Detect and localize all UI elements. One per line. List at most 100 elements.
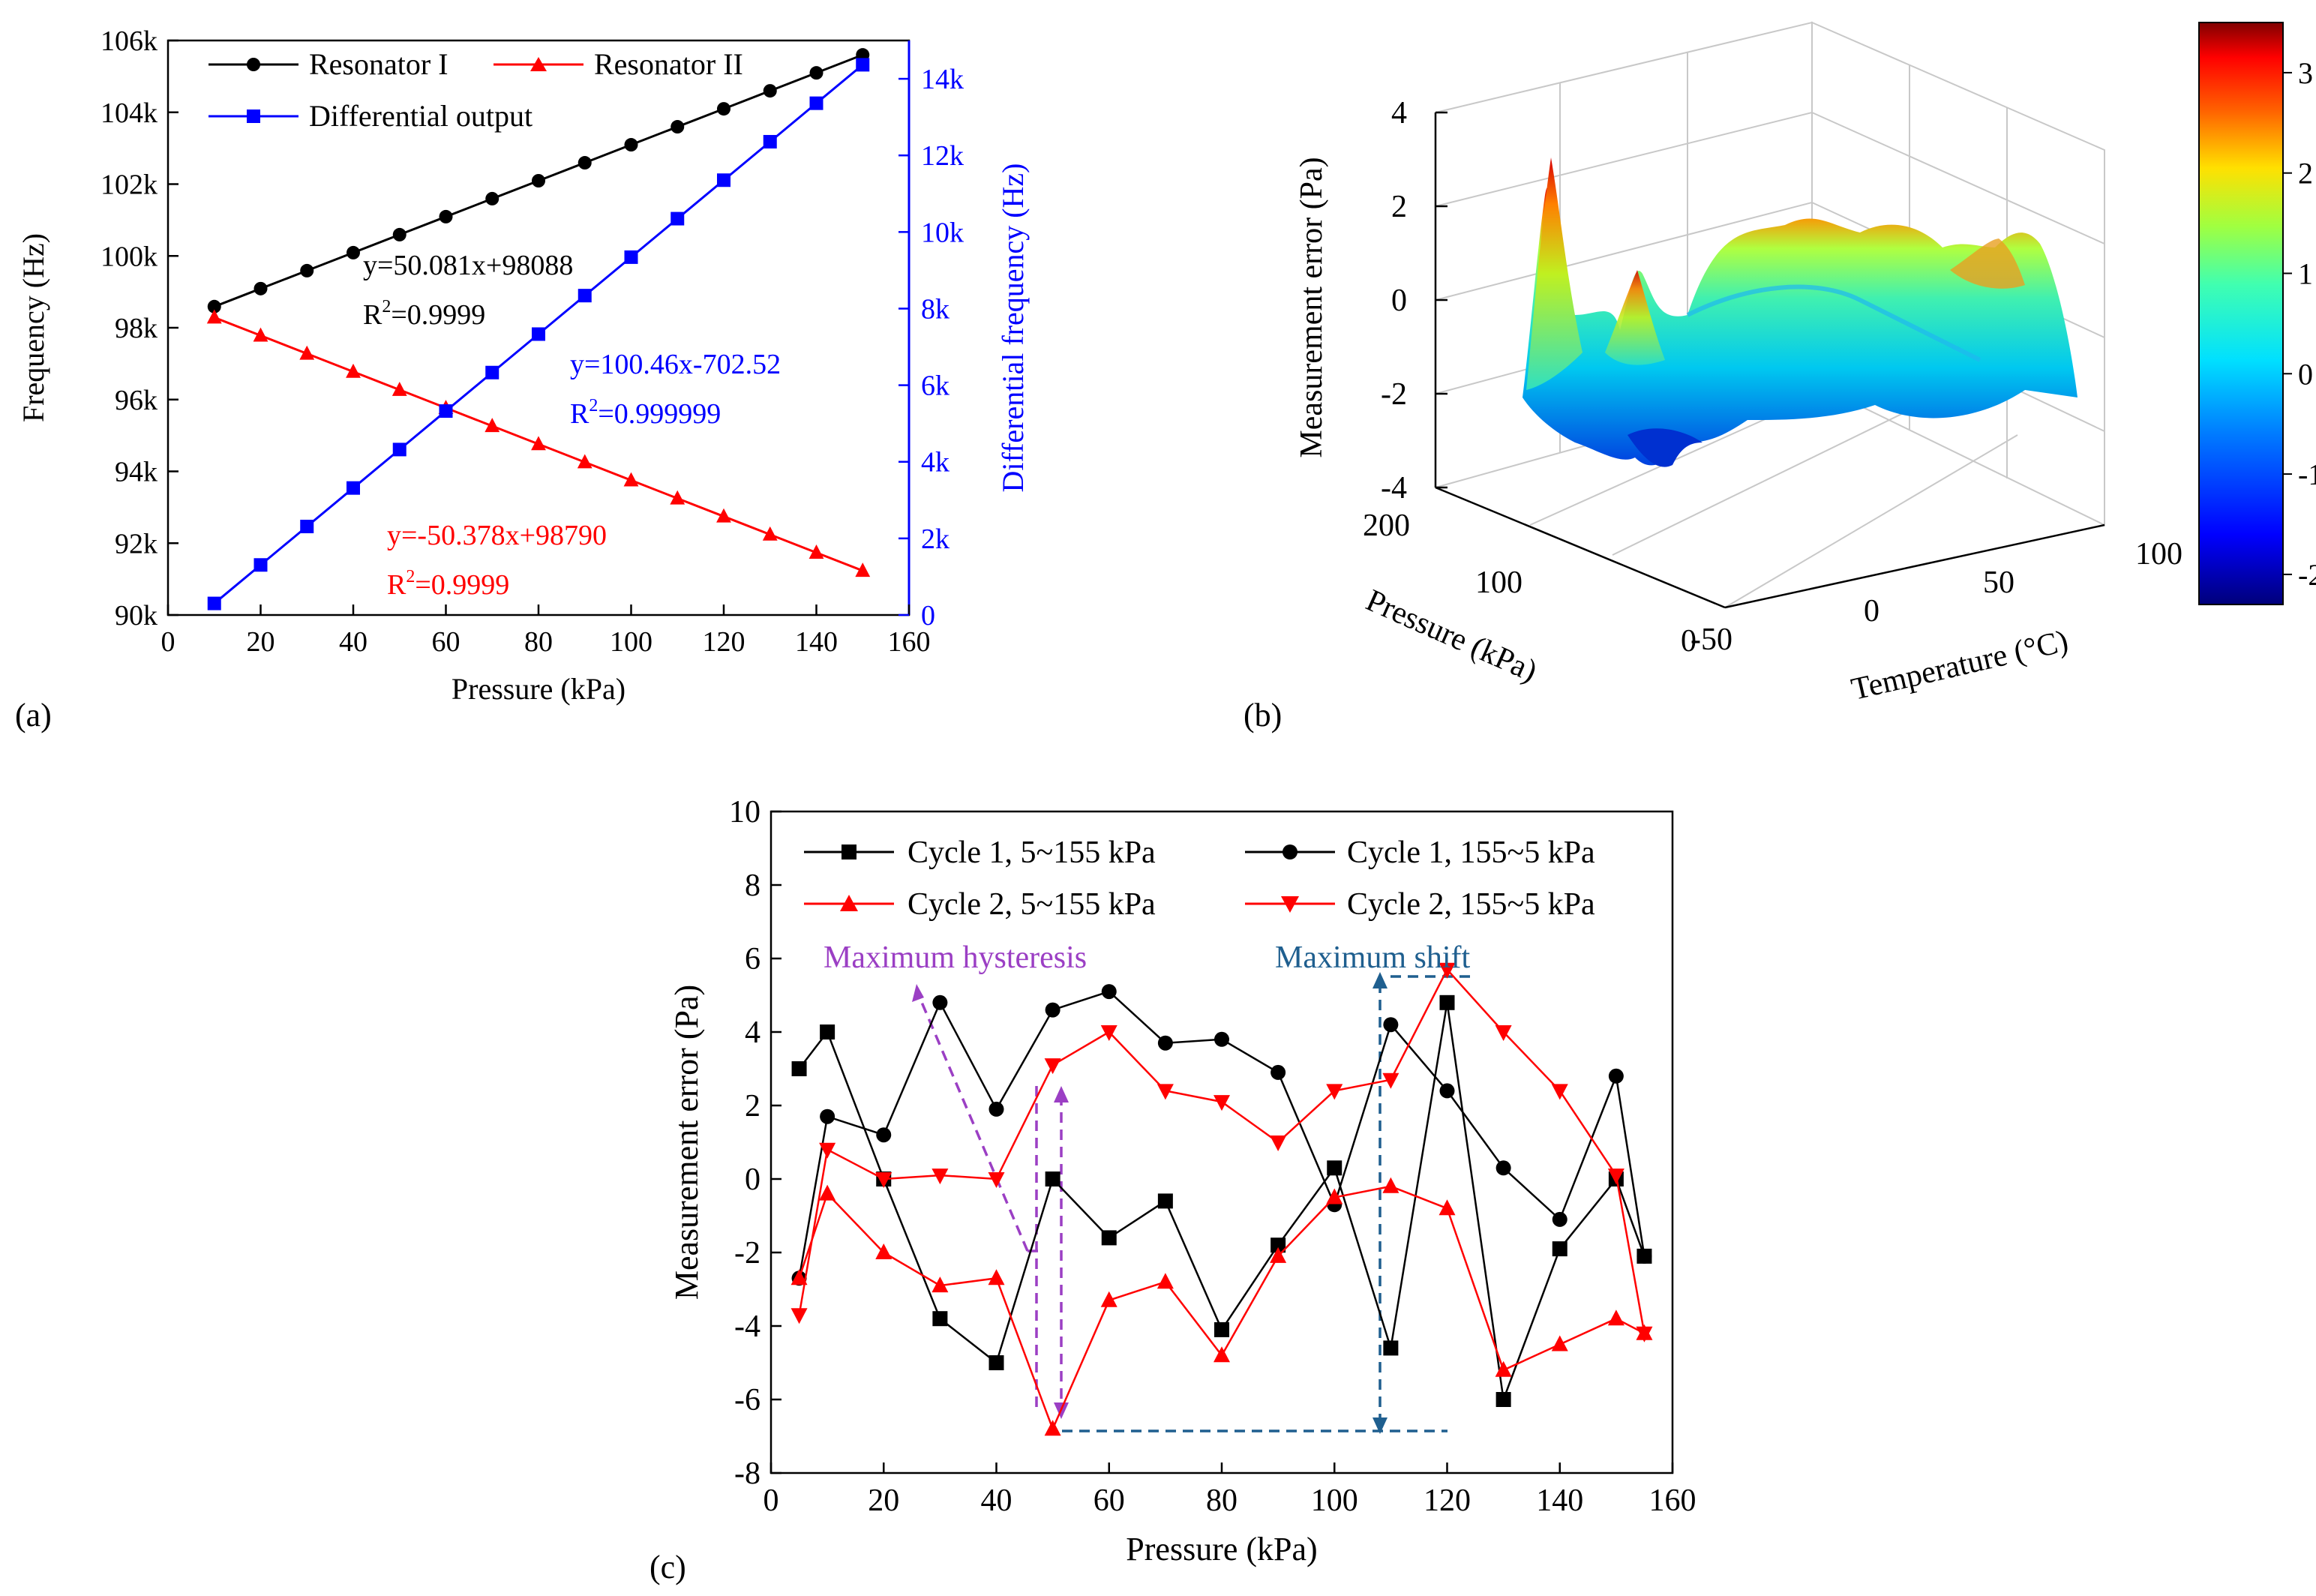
panel-a-y2-tick-label: 6k	[921, 370, 950, 402]
panel-c-data-point	[1438, 962, 1456, 979]
panel-a-y-tick-label: 94k	[115, 457, 158, 488]
surface-body	[1522, 187, 2078, 466]
panel-a-y2-tick-label: 8k	[921, 293, 950, 325]
legend-label-cycle1-down: Cycle 1, 155~5 kPa	[1347, 836, 1595, 870]
panel-c-x-tick-label: 120	[1424, 1484, 1471, 1518]
legend-label-resonator-1: Resonator I	[309, 47, 448, 81]
panel-b-y-tick-label: -50	[1690, 622, 1732, 657]
panel-c-x-axis-label: Pressure (kPa)	[1126, 1531, 1317, 1568]
panel-c-data-point	[1045, 1172, 1060, 1186]
panel-b-x-tick-label: 200	[1363, 508, 1410, 543]
colorbar-tick-label: 2	[2298, 157, 2313, 190]
panel-b-y-axis-label: Temperature (°C)	[1848, 624, 2072, 707]
panel-c-y-tick-label: 6	[745, 942, 760, 976]
panel-c-data-point	[932, 1168, 949, 1185]
panel-c-series-0	[791, 994, 1652, 1407]
panel-a-data-point	[578, 289, 592, 303]
panel-b-z-tick-label: -4	[1381, 471, 1407, 506]
surface-peak-main	[1526, 158, 1582, 390]
panel-a-data-point	[532, 173, 545, 188]
panel-a-series-2	[207, 58, 870, 610]
panel-a-y2-tick-label: 14k	[921, 64, 964, 95]
panel-a-data-point	[624, 250, 638, 264]
panel-a-data-point	[763, 84, 777, 98]
panel-a-data-point	[392, 381, 407, 396]
panel-a-data-point	[808, 544, 824, 559]
panel-c-y-tick-label: -2	[734, 1236, 760, 1270]
annotation-fit-differential: y=100.46x-702.52	[570, 349, 781, 380]
panel-b-label: (b)	[1244, 697, 1282, 734]
panel-a-data-point	[299, 345, 315, 360]
annotation-r2-differential: R2=0.999999	[570, 396, 721, 430]
annotation-maximum-shift: Maximum shift	[1275, 940, 1470, 975]
panel-a-y2-ticks: 0 2k 4k 6k 8k 10k 12k 14k	[898, 64, 964, 632]
panel-a-data-point	[346, 363, 361, 378]
panel-a-y2-tick-label: 4k	[921, 447, 950, 478]
panel-c-data-point	[1157, 1035, 1173, 1051]
panel-c-data-point	[1270, 1064, 1286, 1080]
legend-item-cycle1-down: Cycle 1, 155~5 kPa	[1245, 836, 1595, 870]
panel-a-y-tick-label: 100k	[100, 241, 158, 272]
panel-c-data-point	[1439, 1083, 1455, 1099]
panel-a-data-point	[346, 245, 360, 260]
panel-c-data-point	[988, 1355, 1004, 1370]
panel-a-data-point	[392, 227, 406, 242]
panel-b-y-tick-label: 0	[1864, 594, 1880, 628]
panel-c-x-tick-label: 20	[868, 1484, 899, 1518]
panel-c-data-point	[1551, 1084, 1568, 1100]
panel-a-y2-tick-label: 12k	[921, 140, 964, 172]
panel-a-y2-tick-label: 2k	[921, 524, 950, 555]
panel-a-y-tick-label: 90k	[115, 600, 158, 632]
panel-b-z-ticks: 4 2 0 -2 -4	[1381, 96, 1448, 506]
panel-c-label: (c)	[650, 1549, 686, 1586]
legend-item-resonator-2: Resonator II	[494, 47, 743, 81]
panel-c-data-point	[1496, 1160, 1511, 1176]
panel-a-series-0	[207, 48, 870, 314]
annotation-r2-resonator-1: R2=0.9999	[363, 297, 485, 331]
panel-c-data-point	[1495, 1025, 1512, 1041]
panel-c-data-point	[988, 1172, 1005, 1188]
panel-c-data-point	[1101, 984, 1117, 1000]
panel-a-y-tick-label: 92k	[115, 528, 158, 560]
panel-c-data-point	[1327, 1160, 1342, 1176]
panel-a-data-point	[717, 102, 730, 116]
panel-c-data-point	[1157, 1193, 1173, 1209]
panel-a-data-point	[855, 562, 871, 578]
panel-a-y-tick-label: 106k	[100, 26, 158, 57]
panel-c-series-2	[790, 1177, 1653, 1436]
panel-c-x-tick-label: 60	[1094, 1484, 1125, 1518]
panel-a-data-point	[809, 96, 824, 110]
panel-c-data-point	[1636, 1326, 1653, 1342]
panel-c-x-tick-label: 80	[1206, 1484, 1238, 1518]
surface-trough	[1628, 428, 1702, 467]
panel-a-series	[206, 48, 871, 610]
panel-c-data-point	[1608, 1068, 1624, 1084]
panel-a-x-tick-label: 40	[339, 626, 368, 658]
panel-c-data-point	[1551, 1335, 1568, 1352]
panel-c-data-point	[1326, 1084, 1343, 1100]
panel-c-data-point	[1100, 1291, 1118, 1307]
panel-a-y2-tick-label: 10k	[921, 217, 964, 248]
panel-a-x-tick-label: 100	[610, 626, 652, 658]
panel-a-data-point	[485, 191, 500, 206]
legend-item-resonator-1: Resonator I	[208, 47, 448, 81]
panel-c-data-point	[932, 994, 948, 1010]
panel-c-y-tick-label: 0	[745, 1162, 760, 1197]
panel-c-data-point	[1382, 1072, 1400, 1089]
annotation-r2-resonator-2: R2=0.9999	[387, 567, 509, 601]
panel-a: 0 20 40 60 80 100 120 140 160 90k 92k 94k 96k 98k 100…	[15, 26, 1030, 734]
panel-c-data-point	[1270, 1246, 1287, 1263]
panel-a-data-point	[670, 490, 686, 505]
panel-c-data-point	[1552, 1241, 1568, 1257]
panel-c-data-point	[1438, 1199, 1456, 1216]
panel-c-data-point	[876, 1127, 892, 1143]
annotation-fit-resonator-1: y=50.081x+98088	[363, 250, 573, 281]
panel-a-data-point	[809, 66, 824, 80]
colorbar-tick-label: 1	[2298, 256, 2313, 290]
panel-a-data-point	[300, 263, 314, 278]
legend-item-differential: Differential output	[208, 99, 532, 133]
panel-a-y-tick-label: 102k	[100, 170, 158, 201]
annotation-fit-resonator-2: y=-50.378x+98790	[387, 520, 607, 551]
panel-c-y-tick-label: -6	[734, 1383, 760, 1418]
colorbar-ticks: 3 2 1 0 -1 -2	[2283, 56, 2316, 592]
